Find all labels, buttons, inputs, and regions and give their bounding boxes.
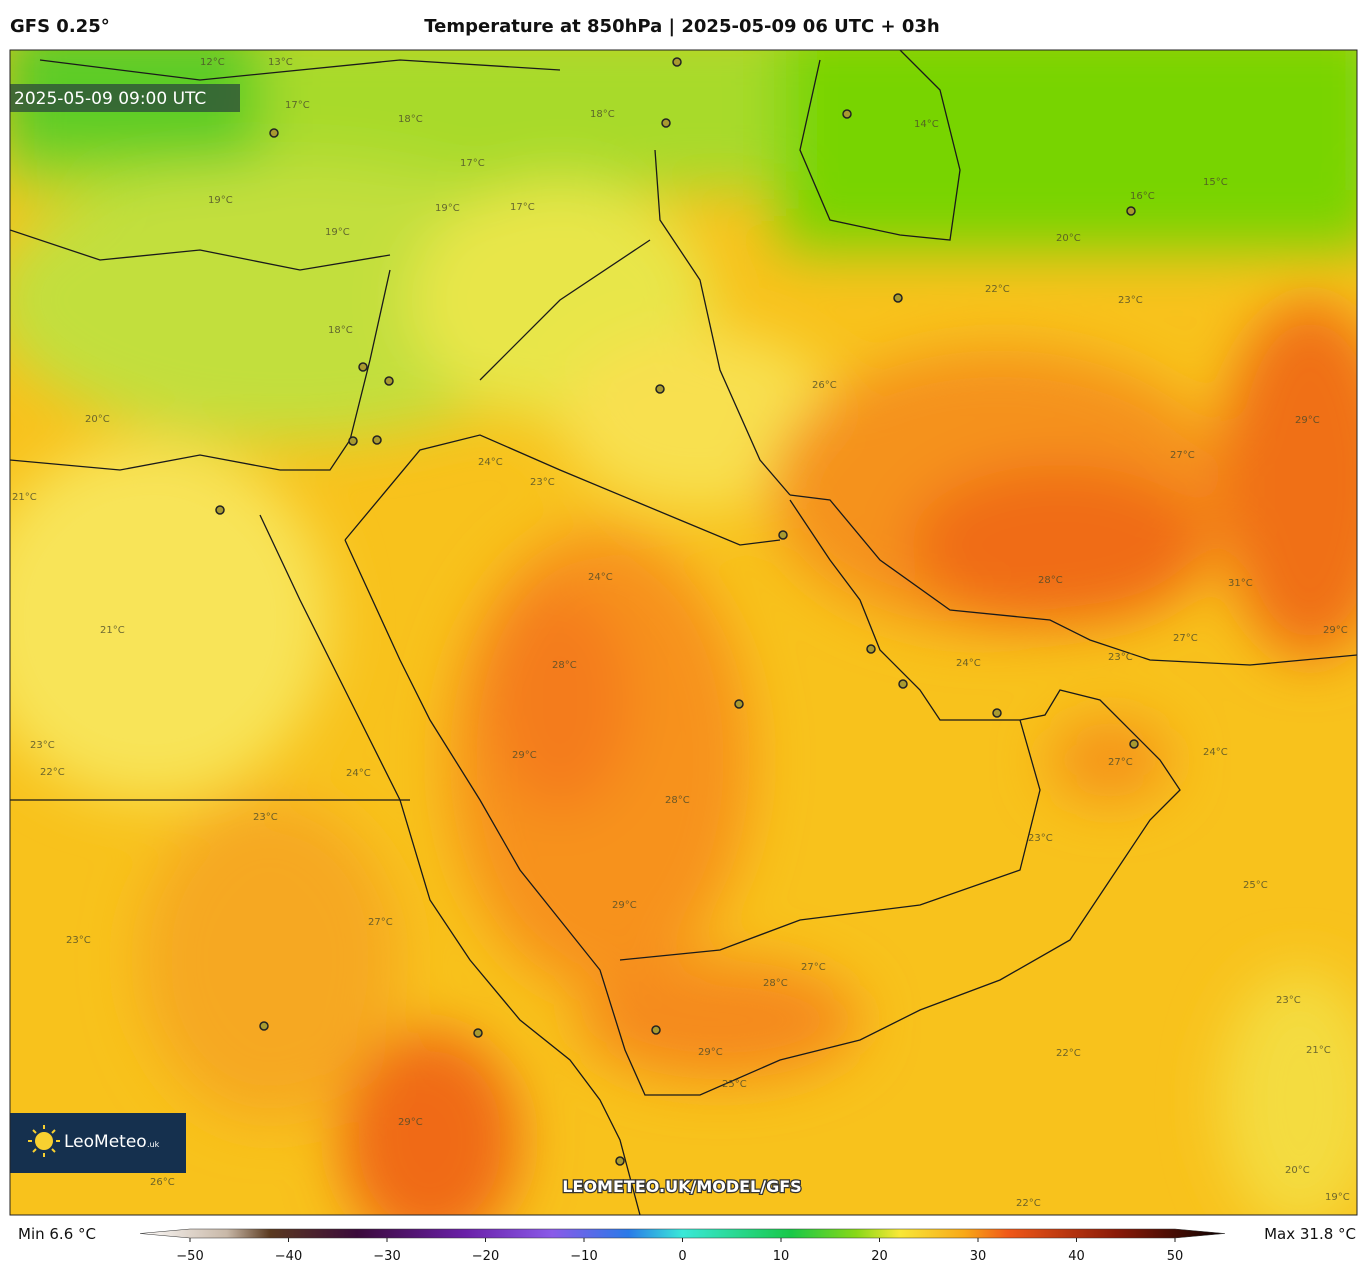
model-name: GFS 0.25° (10, 16, 110, 37)
contour-label: 29°C (1323, 625, 1348, 636)
contour-label: 25°C (722, 1079, 747, 1090)
contour-label: 26°C (812, 380, 837, 391)
logo-suffix: .uk (147, 1140, 160, 1149)
tick-label: 50 (1167, 1249, 1184, 1263)
tick-label: 20 (871, 1249, 888, 1263)
contour-label: 17°C (285, 100, 310, 111)
contour-label: 21°C (12, 492, 37, 503)
contour-label: 18°C (328, 325, 353, 336)
contour-label: 27°C (368, 917, 393, 928)
tick-label: −40 (275, 1249, 302, 1263)
tick-label: −30 (373, 1249, 400, 1263)
contour-label: 29°C (612, 900, 637, 911)
contour-label: 22°C (1056, 1048, 1081, 1059)
tick-label: −50 (176, 1249, 203, 1263)
contour-label: 24°C (1203, 747, 1228, 758)
colorbar: −50 −40 −30 −20 −10 0 10 20 30 40 50 (139, 1228, 1226, 1263)
logo-sun (28, 1125, 60, 1157)
min-label: Min 6.6 °C (18, 1225, 96, 1243)
contour-label: 22°C (985, 284, 1010, 295)
max-label: Max 31.8 °C (1264, 1225, 1356, 1243)
contour-label: 26°C (150, 1177, 175, 1188)
contour-label: 28°C (665, 795, 690, 806)
contour-label: 23°C (66, 935, 91, 946)
contour-label: 29°C (1295, 415, 1320, 426)
contour-label: 21°C (1306, 1045, 1331, 1056)
contour-label: 22°C (1016, 1198, 1041, 1209)
contour-label: 19°C (325, 227, 350, 238)
contour-label: 29°C (512, 750, 537, 761)
contour-label: 27°C (801, 962, 826, 973)
contour-label: 15°C (1203, 177, 1228, 188)
contour-label: 19°C (1325, 1192, 1350, 1203)
tick-label: −10 (570, 1249, 597, 1263)
contour-label: 23°C (253, 812, 278, 823)
watermark: LEOMETEO.UK/MODEL/GFS (562, 1177, 801, 1196)
contour-label: 23°C (1118, 295, 1143, 306)
contour-label: 20°C (85, 414, 110, 425)
contour-label: 23°C (1276, 995, 1301, 1006)
contour-label: 17°C (510, 202, 535, 213)
contour-label: 24°C (588, 572, 613, 583)
contour-label: 24°C (956, 658, 981, 669)
tick-label: 0 (678, 1249, 686, 1263)
contour-label: 20°C (1056, 233, 1081, 244)
valid-time: 2025-05-09 09:00 UTC (14, 89, 206, 109)
contour-label: 21°C (100, 625, 125, 636)
city-markers (215, 57, 1139, 1166)
contour-label: 19°C (208, 195, 233, 206)
contour-label: 22°C (40, 767, 65, 778)
tick-label: 40 (1068, 1249, 1085, 1263)
contour-label: 19°C (435, 203, 460, 214)
contour-label: 27°C (1170, 450, 1195, 461)
contour-labels: 12°C 13°C 17°C 18°C 18°C 17°C 19°C 19°C … (12, 57, 1350, 1209)
contour-label: 28°C (552, 660, 577, 671)
contour-label: 28°C (763, 978, 788, 989)
contour-label: 27°C (1108, 757, 1133, 768)
tick-label: 30 (970, 1249, 987, 1263)
tick-label: 10 (773, 1249, 790, 1263)
tick-label: −20 (472, 1249, 499, 1263)
contour-label: 29°C (698, 1047, 723, 1058)
contour-label: 31°C (1228, 578, 1253, 589)
contour-label: 13°C (268, 57, 293, 68)
contour-label: 23°C (30, 740, 55, 751)
contour-label: 23°C (530, 477, 555, 488)
contour-label: 24°C (346, 768, 371, 779)
contour-label: 17°C (460, 158, 485, 169)
contour-label: 18°C (398, 114, 423, 125)
contour-label: 28°C (1038, 575, 1063, 586)
contour-label: 14°C (914, 119, 939, 130)
contour-label: 29°C (398, 1117, 423, 1128)
contour-label: 20°C (1285, 1165, 1310, 1176)
contour-label: 23°C (1028, 833, 1053, 844)
logo-name: LeoMeteo (64, 1132, 147, 1152)
contour-label: 16°C (1130, 191, 1155, 202)
map-title: Temperature at 850hPa | 2025-05-09 06 UT… (424, 16, 939, 37)
map: 12°C 13°C 17°C 18°C 18°C 17°C 19°C 19°C … (10, 50, 1357, 1215)
contour-label: 27°C (1173, 633, 1198, 644)
contour-label: 25°C (1243, 880, 1268, 891)
contour-label: 18°C (590, 109, 615, 120)
contour-label: 12°C (200, 57, 225, 68)
contour-label: 23°C (1108, 652, 1133, 663)
contour-label: 24°C (478, 457, 503, 468)
